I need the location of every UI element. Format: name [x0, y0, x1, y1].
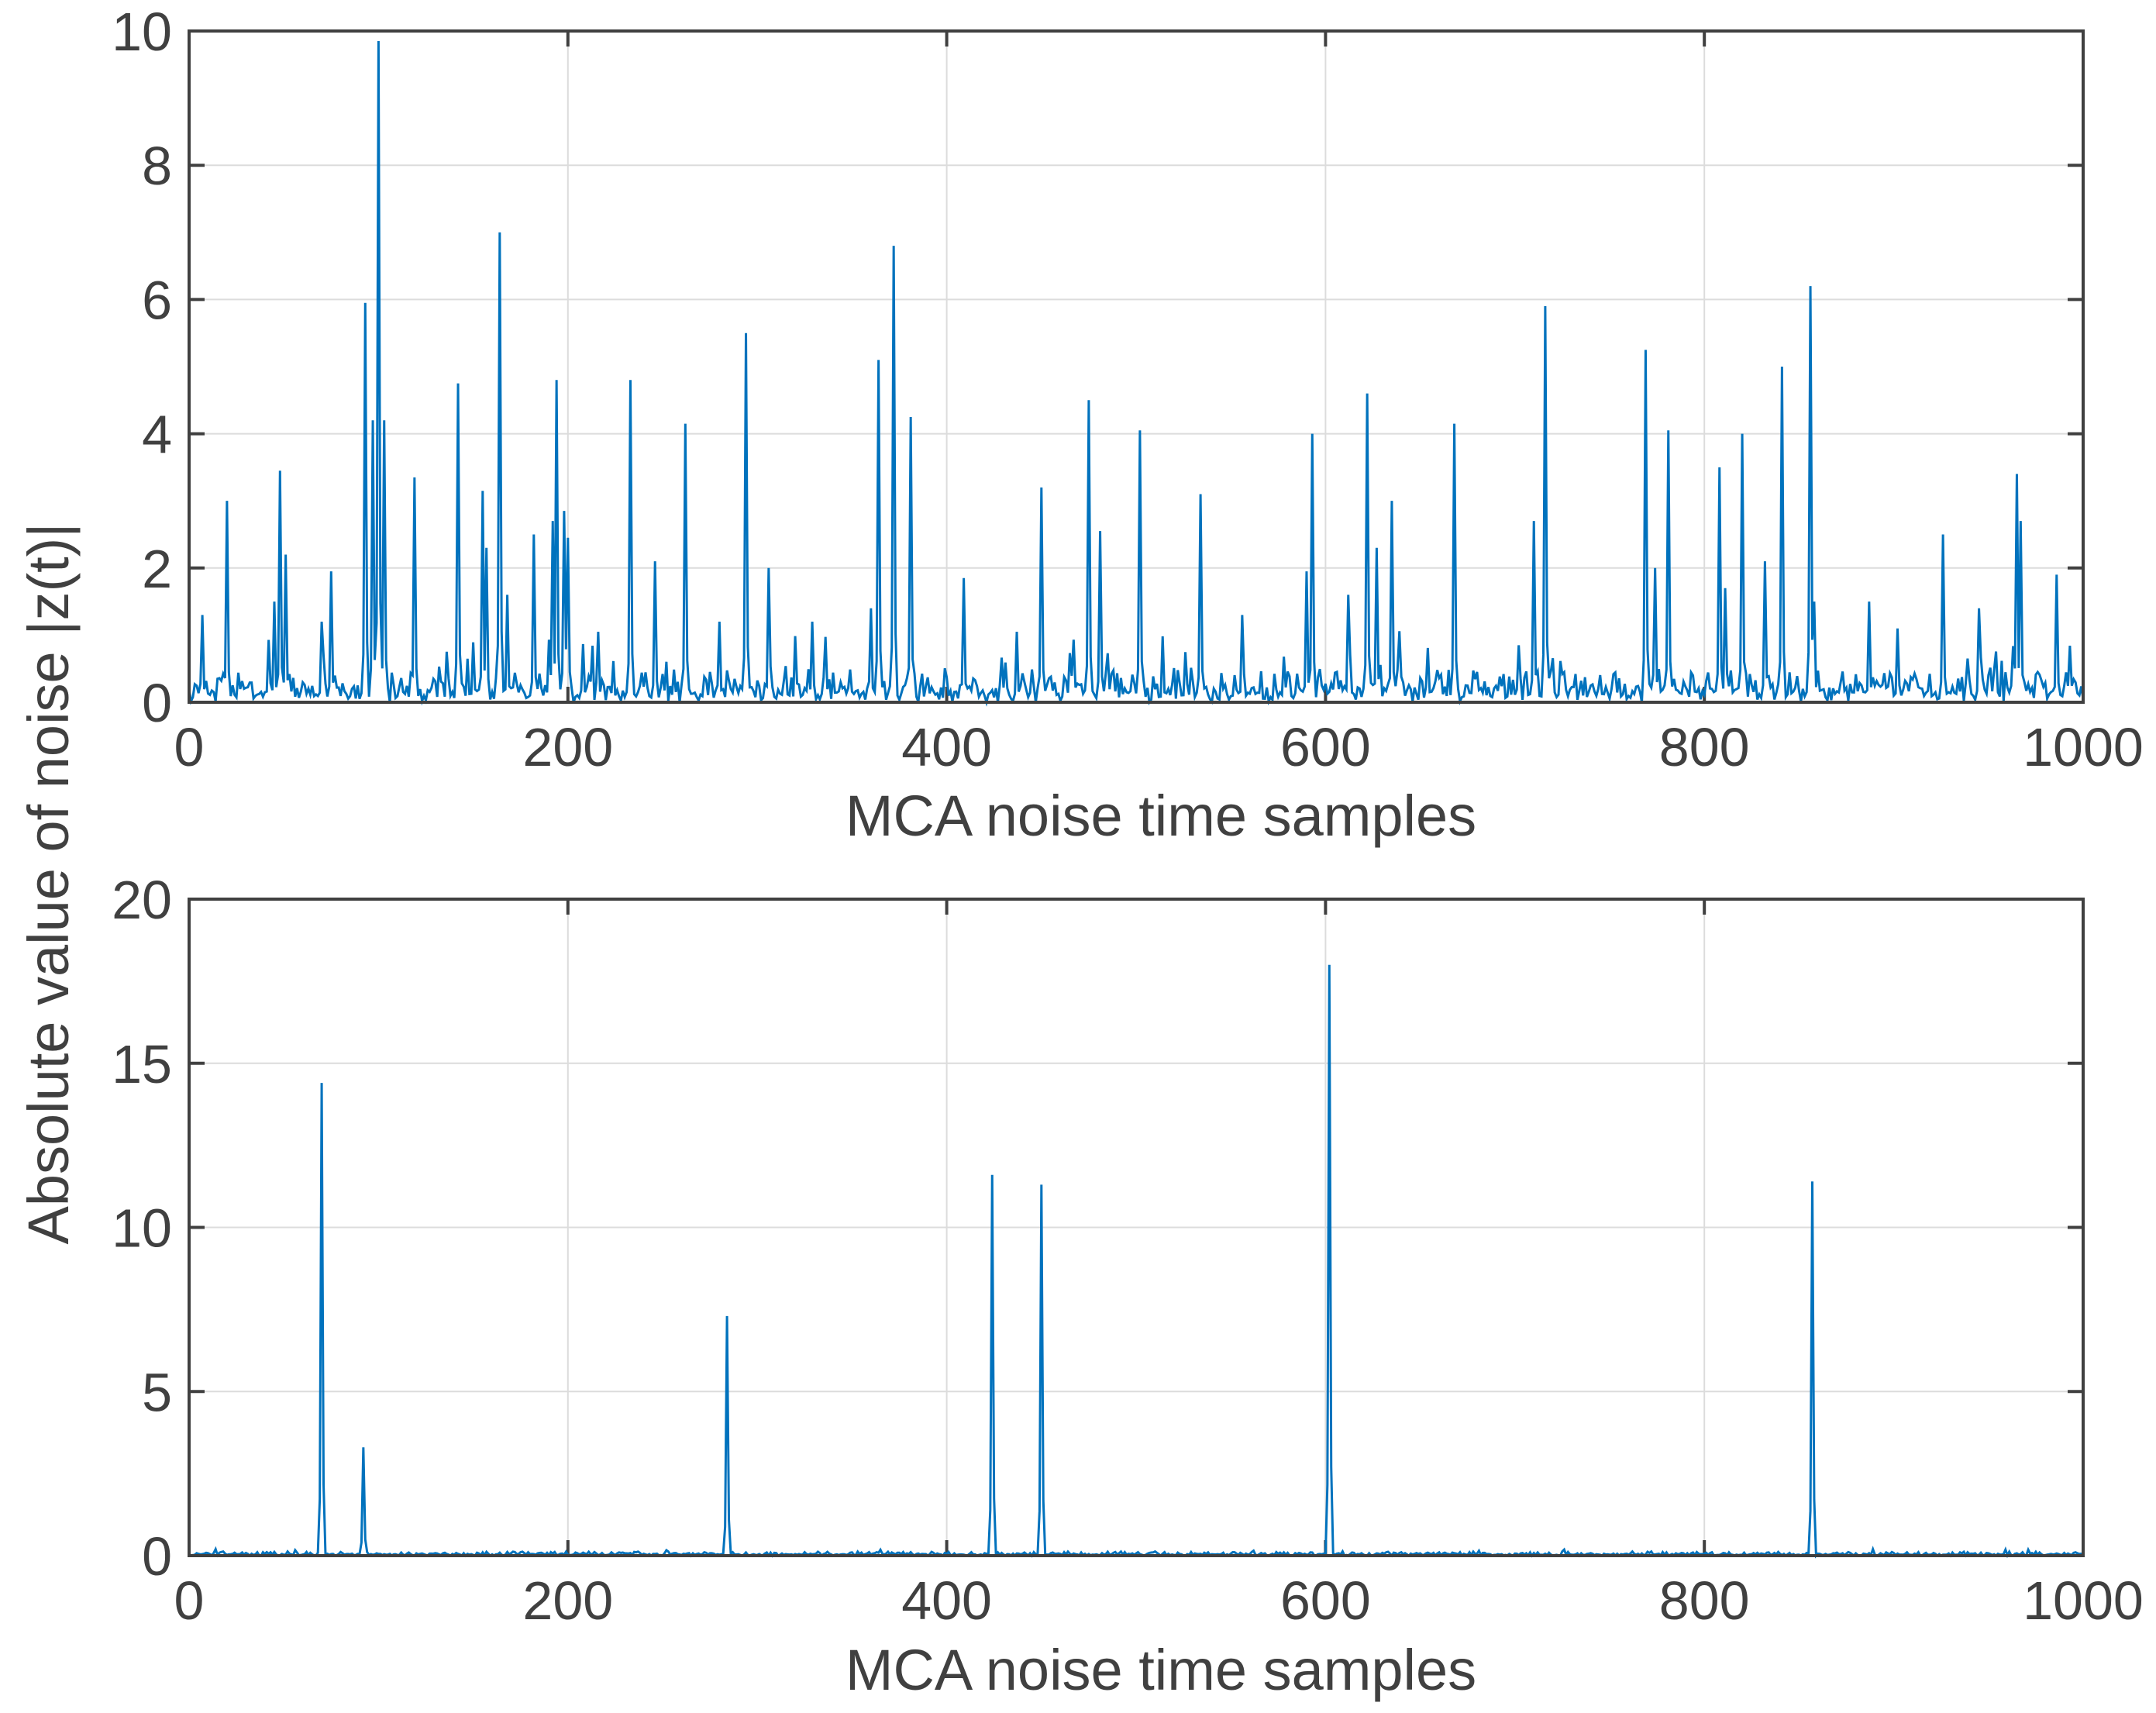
y-tick-label: 6 — [142, 270, 172, 330]
x-tick-label: 1000 — [2023, 1570, 2144, 1631]
y-tick-label: 4 — [142, 405, 172, 465]
top-y-tick-labels: 0 2 4 6 8 10 — [112, 2, 172, 733]
top-subplot: 0 200 400 600 800 1000 0 2 4 6 8 10 MCA noise time… — [112, 2, 2144, 848]
y-tick-label: 20 — [112, 870, 172, 930]
x-tick-label: 400 — [901, 1570, 992, 1631]
x-tick-label: 1000 — [2023, 717, 2144, 777]
top-x-axis-label: MCA noise time samples — [846, 784, 1476, 848]
x-tick-label: 800 — [1659, 717, 1750, 777]
top-grid — [189, 31, 2083, 702]
bottom-grid — [189, 899, 2083, 1556]
bottom-x-tick-labels: 0 200 400 600 800 1000 — [174, 1570, 2144, 1631]
x-tick-label: 0 — [174, 1570, 205, 1631]
x-tick-label: 200 — [522, 717, 613, 777]
bottom-y-tick-labels: 0 5 10 15 20 — [112, 870, 172, 1587]
y-tick-label: 0 — [142, 673, 172, 733]
top-axes-frame — [188, 29, 2085, 704]
y-tick-label: 8 — [142, 136, 172, 196]
x-tick-label: 600 — [1280, 1570, 1371, 1631]
x-tick-label: 800 — [1659, 1570, 1750, 1631]
top-noise-series-line — [188, 40, 2085, 707]
bottom-axes-frame — [188, 898, 2085, 1557]
y-tick-label: 5 — [142, 1362, 172, 1422]
y-tick-label: 10 — [112, 1198, 172, 1259]
top-plot-area — [189, 31, 2083, 702]
x-tick-label: 400 — [901, 717, 992, 777]
x-tick-label: 200 — [522, 1570, 613, 1631]
top-x-tick-labels: 0 200 400 600 800 1000 — [174, 717, 2144, 777]
x-tick-label: 600 — [1280, 717, 1371, 777]
y-tick-label: 10 — [112, 2, 172, 62]
bottom-subplot: 0 200 400 600 800 1000 0 5 10 15 20 MCA noise tim… — [112, 870, 2144, 1702]
y-tick-label: 2 — [142, 539, 172, 599]
x-tick-label: 0 — [174, 717, 205, 777]
y-tick-label: 15 — [112, 1034, 172, 1094]
y-tick-label: 0 — [142, 1526, 172, 1587]
shared-y-axis-label: Absolute value of noise |z(t)| — [16, 522, 81, 1244]
bottom-x-axis-label: MCA noise time samples — [846, 1638, 1476, 1702]
